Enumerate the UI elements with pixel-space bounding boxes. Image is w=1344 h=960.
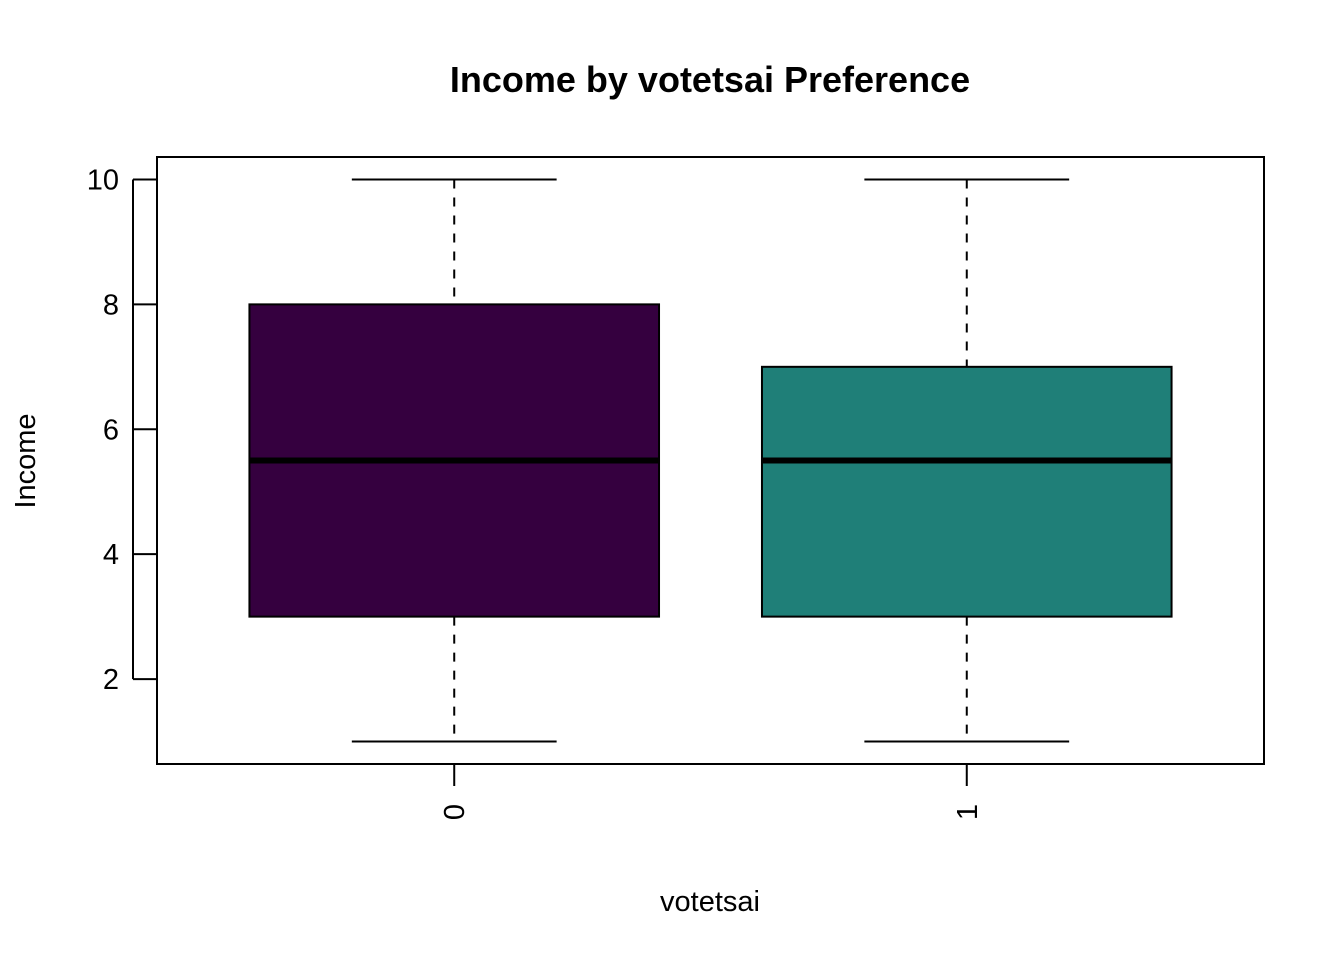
y-tick-label: 6 bbox=[103, 414, 119, 446]
chart-title: Income by votetsai Preference bbox=[450, 59, 970, 100]
box-group-0 bbox=[248, 178, 661, 743]
x-tick-label: 0 bbox=[439, 804, 471, 820]
x-tick-label: 1 bbox=[952, 804, 984, 820]
y-axis-label: Income bbox=[10, 413, 42, 508]
y-tick-label: 4 bbox=[103, 539, 119, 571]
y-tick-label: 8 bbox=[103, 289, 119, 321]
box-iqr bbox=[760, 365, 1173, 618]
x-axis-label: votetsai bbox=[660, 886, 760, 918]
y-axis: 2 4 6 8 10 bbox=[87, 164, 157, 696]
box-group-1 bbox=[760, 178, 1173, 743]
boxes-layer bbox=[248, 178, 1173, 743]
y-tick-label: 10 bbox=[87, 164, 119, 196]
y-tick-label: 2 bbox=[103, 664, 119, 696]
